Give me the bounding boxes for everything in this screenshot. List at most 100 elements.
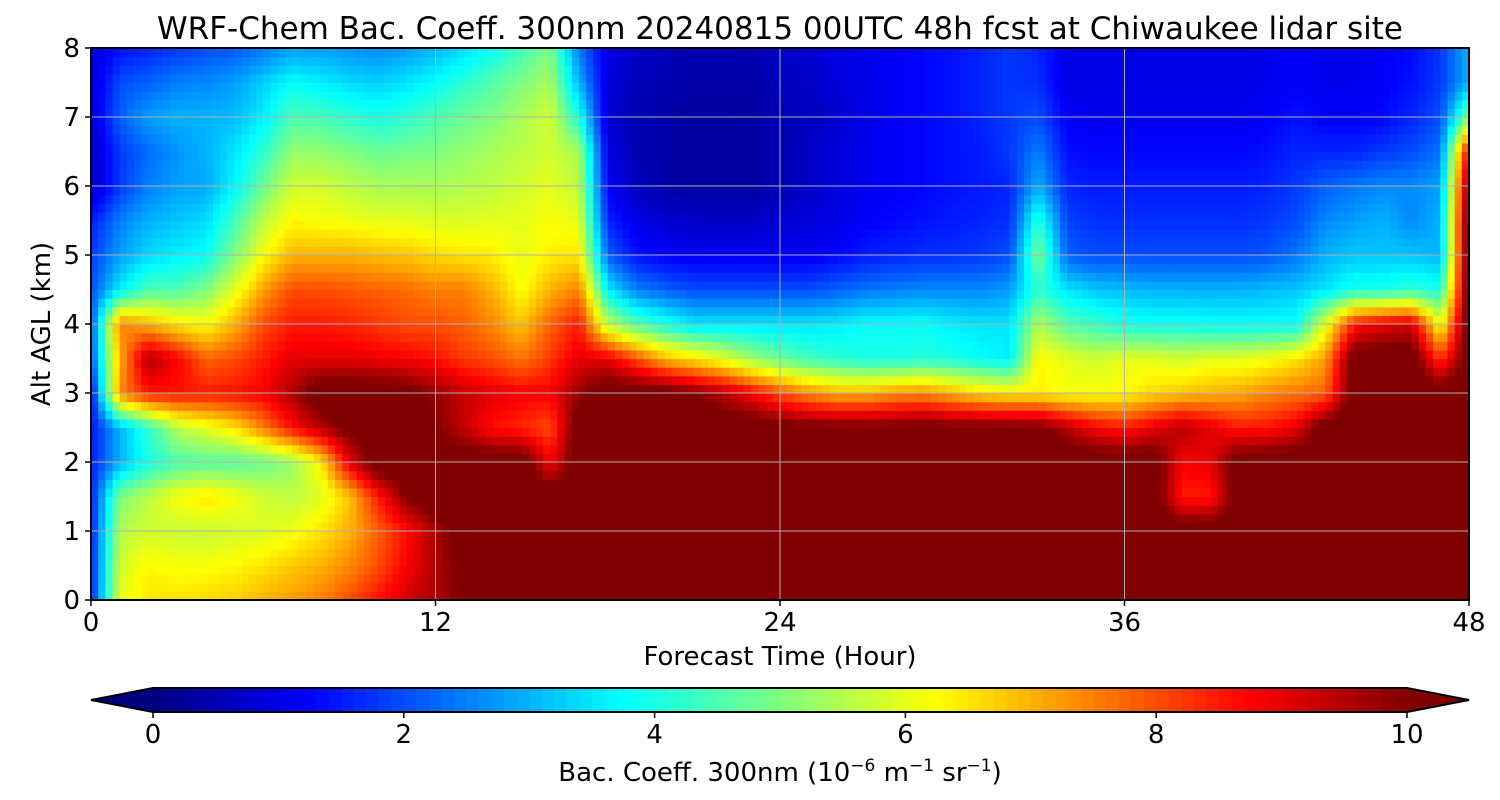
heat-cell (815, 453, 824, 463)
heat-cell (837, 582, 846, 592)
heat-cell (1289, 539, 1298, 549)
heat-cell (736, 513, 745, 523)
heat-cell (715, 401, 724, 411)
heat-cell (291, 496, 300, 506)
heat-cell (1440, 384, 1449, 394)
heat-cell (729, 479, 738, 489)
heat-cell (205, 384, 214, 394)
heat-cell (959, 462, 968, 472)
heat-cell (887, 591, 896, 600)
heat-cell (1260, 574, 1269, 584)
heat-cell (1203, 436, 1212, 446)
heat-cell (1325, 522, 1334, 532)
heat-cell (679, 513, 688, 523)
heat-cell (1303, 418, 1312, 429)
heat-cell (299, 436, 307, 446)
heat-cell (902, 522, 910, 532)
heat-cell (291, 470, 300, 480)
heat-cell (1390, 556, 1398, 567)
heat-cell (449, 548, 458, 558)
heat-cell (327, 418, 336, 429)
heat-cell (1002, 591, 1011, 600)
heat-cell (579, 393, 587, 403)
heat-cell (356, 436, 365, 446)
heat-cell (1095, 531, 1104, 541)
heat-cell (1124, 436, 1133, 446)
heat-cell (342, 384, 350, 394)
heat-cell (808, 436, 817, 446)
heat-cell (1160, 384, 1169, 394)
heat-cell (514, 513, 523, 523)
heat-cell (708, 591, 717, 600)
heat-cell (1318, 565, 1327, 575)
heat-cell (378, 539, 386, 549)
heat-cell (952, 375, 961, 385)
heat-cell (866, 462, 874, 472)
heat-cell (586, 556, 594, 567)
heat-cell (1095, 410, 1104, 420)
heat-cell (894, 548, 903, 558)
heat-cell (902, 393, 910, 403)
heat-cell (1253, 522, 1262, 532)
heat-cell (457, 453, 465, 463)
heat-cell (1275, 444, 1283, 454)
heat-cell (873, 522, 882, 532)
heat-cell (1024, 427, 1032, 437)
heat-cell (148, 539, 157, 549)
heat-cell (1275, 453, 1283, 463)
heat-cell (442, 401, 451, 411)
heat-cell (1167, 436, 1176, 446)
heat-cell (320, 582, 329, 592)
heat-cell (650, 384, 659, 394)
heat-cell (1024, 548, 1032, 558)
heat-cell (306, 539, 315, 549)
heat-cell (808, 513, 817, 523)
heat-cell (736, 539, 745, 549)
heat-cell (356, 505, 365, 515)
heat-cell (313, 453, 322, 463)
heat-cell (205, 470, 214, 480)
heat-cell (119, 513, 128, 523)
heat-cell (1253, 591, 1262, 600)
heat-cell (701, 487, 709, 498)
heat-cell (945, 470, 953, 480)
heat-cell (1153, 582, 1161, 592)
heat-cell (1289, 479, 1298, 489)
heat-cell (277, 582, 286, 592)
heat-cell (758, 548, 767, 558)
heat-cell (614, 410, 623, 420)
heat-cell (1354, 470, 1362, 480)
heat-cell (1282, 453, 1291, 463)
heat-cell (1124, 427, 1133, 437)
heat-cell (1440, 591, 1449, 600)
heat-cell (1146, 513, 1154, 523)
heat-cell (1303, 582, 1312, 592)
heat-cell (729, 427, 738, 437)
heat-cell (614, 505, 623, 515)
heat-cell (363, 539, 372, 549)
heat-cell (148, 487, 157, 498)
heat-cell (1102, 487, 1111, 498)
heat-cell (1138, 487, 1147, 498)
heat-cell (607, 556, 616, 567)
heat-cell (1217, 591, 1226, 600)
heat-cell (1454, 418, 1463, 429)
heat-cell (428, 548, 437, 558)
heat-cell (1196, 410, 1205, 420)
heat-cell (1016, 496, 1025, 506)
heat-cell (1311, 582, 1319, 592)
heat-cell (1397, 513, 1406, 523)
heat-cell (600, 513, 609, 523)
heat-cell (1196, 548, 1205, 558)
heat-cell (464, 393, 472, 403)
heat-cell (1074, 522, 1083, 532)
heat-cell (112, 556, 121, 567)
heat-cell (478, 513, 487, 523)
heat-cell (370, 427, 379, 437)
heat-cell (435, 505, 444, 515)
heat-cell (1296, 375, 1305, 385)
heat-cell (1275, 375, 1283, 385)
heat-cell (571, 522, 580, 532)
heat-cell (184, 401, 193, 411)
heat-cell (241, 470, 250, 480)
